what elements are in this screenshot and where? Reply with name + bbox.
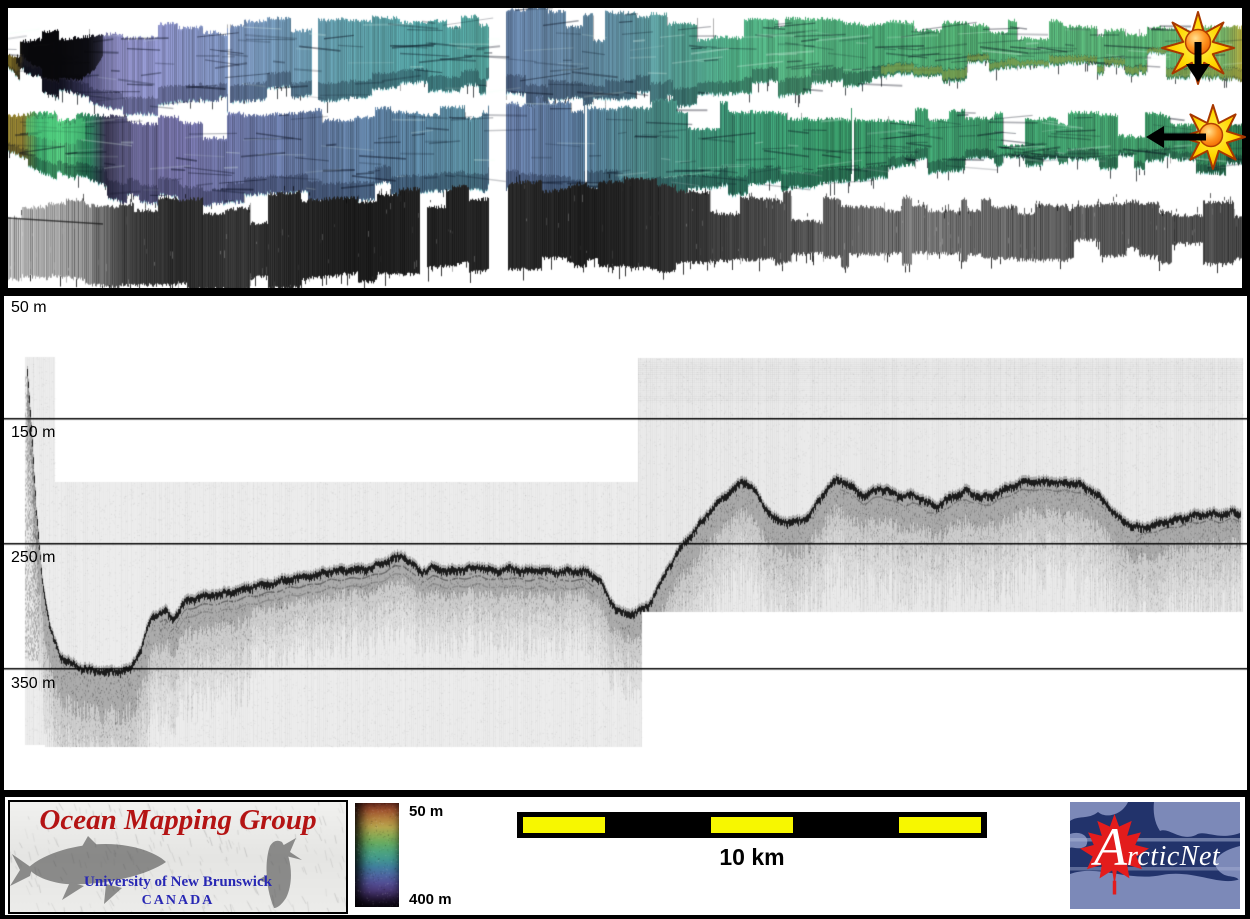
- omg-country: CANADA: [141, 893, 215, 908]
- scale-bar-segment: [523, 817, 605, 833]
- depth-tick-150m: 150 m: [11, 424, 56, 441]
- arrow-down-shaft: [1194, 42, 1202, 66]
- swath-mosaic-canvas: [8, 8, 1242, 288]
- maple-leaf-icon: [1080, 814, 1149, 895]
- arrow-down-head: [1186, 64, 1210, 82]
- scale-bar-segment: [805, 817, 887, 833]
- colorbar-bottom-label: 400 m: [409, 891, 452, 908]
- scale-bar-label: 10 km: [719, 844, 785, 870]
- fish-left-fin2: [104, 884, 122, 904]
- subbottom-profile-panel: 50 m 150 m 250 m 350 m: [4, 296, 1247, 790]
- depth-tick-350m: 350 m: [11, 675, 56, 692]
- colorbar-top-label: 50 m: [409, 803, 444, 820]
- fish-right-fin: [258, 872, 272, 884]
- swath-mosaic-panel: [8, 8, 1246, 288]
- fish-left-icon: [28, 844, 166, 885]
- omg-university: University of New Brunswick: [84, 874, 272, 890]
- footer-panel: Ocean Mapping Group University of New Br…: [5, 797, 1245, 915]
- fish-left-tail: [10, 854, 32, 886]
- scale-bar-segments: [517, 812, 987, 838]
- scale-bar: 10 km: [517, 812, 987, 878]
- depth-tick-250m: 250 m: [11, 549, 56, 566]
- arcticnet-rest: rcticNet: [1127, 841, 1221, 872]
- arrow-left-head: [1146, 126, 1164, 148]
- fish-left-fin1: [62, 882, 84, 900]
- fish-left-fin3: [80, 836, 98, 850]
- echogram-canvas: [4, 296, 1247, 790]
- scale-bar-segment: [899, 817, 981, 833]
- arcticnet-initial: A: [1094, 817, 1127, 877]
- sun-illumination-left-icon: [1146, 104, 1246, 170]
- depth-tick-50m: 50 m: [11, 299, 47, 316]
- scale-bar-segment: [617, 817, 699, 833]
- omg-title: Ocean Mapping Group: [39, 804, 317, 836]
- omg-fish-art: [10, 836, 302, 908]
- scale-bar-segment: [711, 817, 793, 833]
- fish-right-icon: [266, 840, 291, 908]
- arcticnet-map: [1070, 802, 1240, 909]
- arcticnet-wordmark: A rcticNet: [1094, 816, 1220, 878]
- omg-logo: Ocean Mapping Group University of New Br…: [8, 800, 348, 914]
- sun-illumination-down-icon: [1161, 11, 1235, 85]
- arcticnet-logo: A rcticNet: [1066, 798, 1244, 913]
- depth-colorbar: 50 m 400 m: [355, 803, 485, 909]
- colorbar-noise-canvas: [355, 803, 399, 907]
- arrow-left-shaft: [1162, 133, 1206, 141]
- arcticnet-inner: A rcticNet: [1070, 802, 1240, 909]
- fish-right-tail: [282, 838, 302, 860]
